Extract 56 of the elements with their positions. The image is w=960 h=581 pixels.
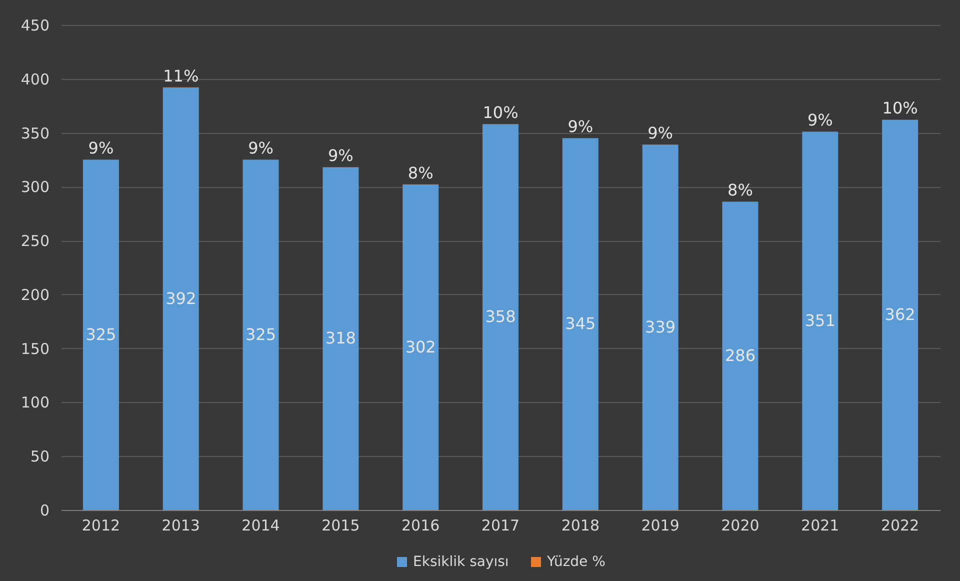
data-label: 392 <box>166 288 196 308</box>
x-tick-label: 2017 <box>481 516 520 534</box>
x-tick-label: 2022 <box>880 516 920 534</box>
data-label: 9% <box>328 146 354 166</box>
data-label: 10% <box>882 98 918 118</box>
y-tick-label: 400 <box>20 70 50 88</box>
legend-label: Yüzde % <box>546 554 606 570</box>
x-tick-label: 2015 <box>322 516 360 534</box>
bar <box>402 184 439 510</box>
data-label: 9% <box>248 138 274 158</box>
data-label: 8% <box>728 180 753 200</box>
data-label: 9% <box>568 117 594 136</box>
bar <box>722 202 758 510</box>
bar <box>242 160 279 510</box>
bar <box>882 120 918 510</box>
data-label: 339 <box>645 317 676 336</box>
y-tick-label: 50 <box>30 448 50 466</box>
data-label: 286 <box>724 346 756 365</box>
y-tick-label: 100 <box>20 394 50 412</box>
data-label: 302 <box>405 337 436 356</box>
data-label: 10% <box>482 103 518 122</box>
bar <box>562 138 598 510</box>
y-tick-label: 450 <box>20 16 50 34</box>
y-tick-label: 150 <box>20 340 50 358</box>
x-tick-label: 2014 <box>242 516 280 534</box>
x-tick-label: 2013 <box>162 516 200 534</box>
data-label: 11% <box>163 66 199 86</box>
bar <box>642 144 678 510</box>
data-label: 318 <box>325 328 356 348</box>
data-label: 351 <box>804 310 836 330</box>
y-tick-label: 300 <box>20 178 50 196</box>
x-tick-label: 2020 <box>721 516 760 534</box>
data-label: 9% <box>807 110 833 130</box>
bar <box>162 88 199 510</box>
x-tick-label: 2012 <box>82 516 120 534</box>
bar <box>482 124 518 510</box>
y-tick-label: 200 <box>20 286 50 304</box>
data-label: 362 <box>884 304 916 324</box>
data-label: 358 <box>485 307 516 326</box>
x-tick-label: 2016 <box>401 516 440 534</box>
y-tick-label: 350 <box>20 124 50 142</box>
bar <box>82 160 119 510</box>
data-label: 9% <box>88 138 114 158</box>
data-label: 345 <box>565 314 596 334</box>
bar <box>322 167 359 510</box>
x-tick-label: 2019 <box>641 516 680 534</box>
legend-label: Eksiklik sayısı <box>413 554 509 570</box>
data-label: 8% <box>408 163 434 182</box>
x-tick-label: 2018 <box>561 516 600 534</box>
bar <box>802 132 838 510</box>
y-tick-label: 0 <box>40 502 50 520</box>
data-label: 325 <box>246 324 276 344</box>
data-label: 9% <box>648 124 674 143</box>
data-label: 325 <box>86 324 116 344</box>
x-tick-label: 2021 <box>801 516 840 534</box>
y-tick-label: 250 <box>20 232 50 250</box>
